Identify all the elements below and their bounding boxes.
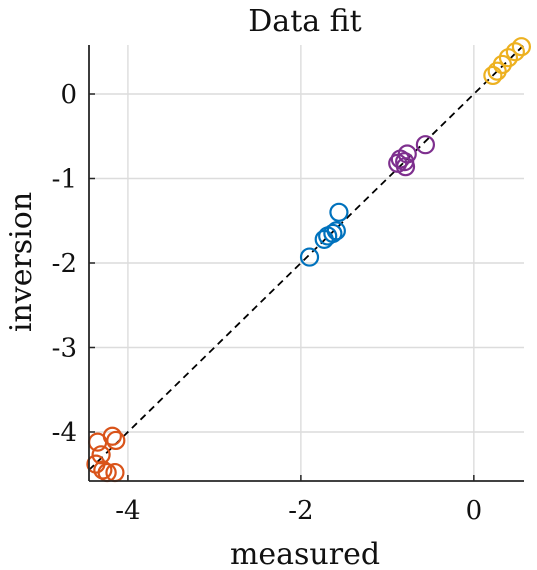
data-point-s0-5	[93, 460, 113, 480]
data-point-s3-4	[487, 61, 507, 81]
y-axis-label: inversion	[4, 192, 39, 332]
y-tick-label-2: -2	[52, 249, 77, 279]
y-tick-label-3: -3	[52, 333, 77, 363]
data-point-s1-3	[318, 226, 338, 246]
points-layer	[86, 37, 532, 483]
reference-line-layer	[88, 44, 525, 471]
grid-layer	[89, 45, 524, 481]
y-tick-label-0: 0	[60, 80, 77, 110]
data-point-s2-0	[415, 135, 436, 155]
reference-line	[88, 44, 525, 471]
data-point-s2-5	[395, 157, 416, 177]
x-axis-label: measured	[230, 537, 380, 570]
data-point-s3-0	[511, 37, 532, 57]
data-point-s3-2	[498, 48, 519, 68]
ticks-layer: -4 -2 0 0 -1 -2 -3 -4	[52, 80, 482, 526]
data-point-s0-1	[106, 430, 126, 451]
data-point-s1-4	[314, 229, 334, 249]
data-point-s0-3	[91, 445, 111, 465]
y-tick-label-1: -1	[52, 165, 77, 195]
data-point-s1-5	[299, 247, 320, 267]
data-point-s1-0	[329, 202, 349, 222]
x-tick-label-1: -2	[288, 496, 313, 526]
data-point-s3-5	[483, 65, 503, 86]
chart-title: Data fit	[248, 4, 361, 39]
data-point-s3-1	[505, 42, 525, 62]
y-tick-label-4: -4	[52, 418, 77, 448]
x-tick-label-2: 0	[466, 496, 483, 526]
x-tick-label-0: -4	[115, 496, 140, 526]
